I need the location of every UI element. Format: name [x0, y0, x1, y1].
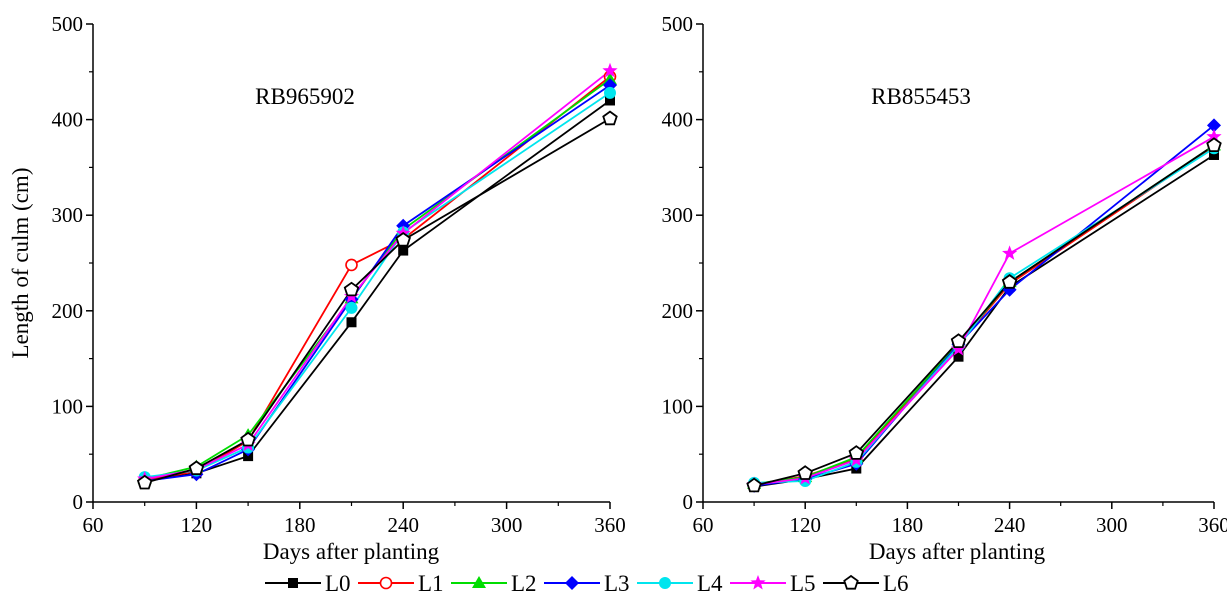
series-line-l1 — [144, 75, 611, 481]
series-line-l5 — [753, 136, 1215, 486]
legend-label: L0 — [325, 571, 351, 596]
data-point-l5 — [602, 62, 618, 78]
data-point-l6 — [797, 465, 813, 480]
data-point-l6 — [188, 460, 205, 476]
legend-marker — [659, 577, 671, 589]
legend-label: L4 — [697, 571, 723, 596]
y-tick-label: 100 — [52, 394, 84, 418]
y-tick-label: 200 — [52, 299, 84, 323]
data-point-l1 — [345, 258, 358, 272]
y-tick-label: 400 — [52, 108, 84, 132]
legend-item-l0: L0 — [265, 571, 351, 596]
legend-label: L1 — [418, 571, 444, 596]
data-point-l6 — [746, 477, 762, 493]
y-axis-title: Length of culm (cm) — [8, 168, 33, 359]
series-line-l6 — [753, 144, 1215, 487]
x-tick-label: 120 — [181, 513, 213, 537]
legend-label: L2 — [511, 571, 537, 596]
data-point-l4 — [345, 301, 358, 314]
legend-label: L6 — [883, 571, 909, 596]
data-point-l6 — [343, 281, 360, 297]
data-point-l0 — [398, 245, 409, 256]
series-line-l6 — [144, 117, 611, 484]
data-point-l6 — [1001, 273, 1018, 289]
series-line-l0 — [753, 154, 1215, 488]
x-tick-label: 360 — [1198, 513, 1227, 537]
panel-rb965902: RB965902 60 120 180 240 300 360 0 100 200 300 400 5… — [52, 12, 626, 564]
data-point-l6 — [395, 231, 411, 247]
y-tick-label: 200 — [662, 299, 694, 323]
legend-label: L5 — [790, 571, 816, 596]
legend-item-l2: L2 — [451, 571, 537, 596]
data-point-l4 — [604, 86, 616, 99]
y-tick-label: 300 — [52, 203, 84, 227]
x-tick-label: 300 — [491, 513, 523, 537]
data-point-l6 — [950, 333, 967, 349]
legend-item-l4: L4 — [637, 571, 723, 596]
panel-title: RB965902 — [255, 84, 355, 109]
x-tick-label: 360 — [594, 513, 626, 537]
y-tick-label: 500 — [662, 12, 694, 36]
data-point-l0 — [1209, 149, 1219, 160]
legend-marker — [843, 574, 859, 590]
x-axis-title: Days after planting — [869, 539, 1046, 564]
legend-item-l1: L1 — [358, 571, 444, 596]
x-tick-label: 60 — [693, 513, 714, 537]
series-line-l3 — [144, 84, 611, 482]
y-tick-label: 300 — [662, 203, 694, 227]
data-point-l0 — [346, 317, 357, 328]
x-tick-label: 240 — [994, 513, 1026, 537]
y-tick-label: 0 — [683, 490, 694, 514]
legend-item-l3: L3 — [544, 571, 630, 596]
y-tick-label: 500 — [52, 12, 84, 36]
x-tick-label: 60 — [83, 513, 104, 537]
series-line-l0 — [144, 99, 611, 482]
data-point-l0 — [605, 95, 615, 106]
legend-item-l6: L6 — [823, 571, 909, 596]
x-tick-label: 240 — [387, 513, 419, 537]
data-point-l0 — [953, 351, 964, 362]
legend: L0 L1 L2 L3 L4 L5 L6 — [265, 571, 909, 596]
x-tick-label: 300 — [1096, 513, 1128, 537]
legend-item-l5: L5 — [730, 571, 816, 596]
series-line-l3 — [753, 124, 1215, 487]
data-point-l5 — [950, 341, 967, 356]
data-point-l3 — [1207, 118, 1221, 133]
data-point-l5 — [1206, 128, 1222, 144]
legend-marker — [750, 575, 766, 590]
panel-title: RB855453 — [871, 84, 971, 109]
y-tick-label: 100 — [662, 394, 694, 418]
y-tick-label: 0 — [73, 490, 84, 514]
data-point-l6 — [136, 474, 153, 490]
data-point-l6 — [602, 110, 618, 126]
series-line-l2 — [144, 78, 611, 480]
legend-marker — [472, 576, 486, 588]
data-point-l5 — [1002, 245, 1018, 260]
legend-marker — [379, 576, 393, 590]
data-point-l6 — [848, 445, 865, 460]
legend-label: L3 — [604, 571, 630, 596]
panel-rb855453: RB855453 60 120 180 240 300 360 0 100 200 300 400 5… — [662, 12, 1227, 564]
y-tick-label: 400 — [662, 108, 694, 132]
data-point-l6 — [240, 431, 256, 447]
x-tick-label: 180 — [892, 513, 924, 537]
x-axis-title: Days after planting — [263, 539, 440, 564]
legend-marker — [565, 576, 579, 590]
series-line-l1 — [753, 145, 1215, 486]
x-tick-label: 120 — [789, 513, 821, 537]
legend-marker — [288, 578, 298, 588]
x-tick-label: 180 — [284, 513, 316, 537]
data-point-l6 — [1206, 137, 1222, 153]
